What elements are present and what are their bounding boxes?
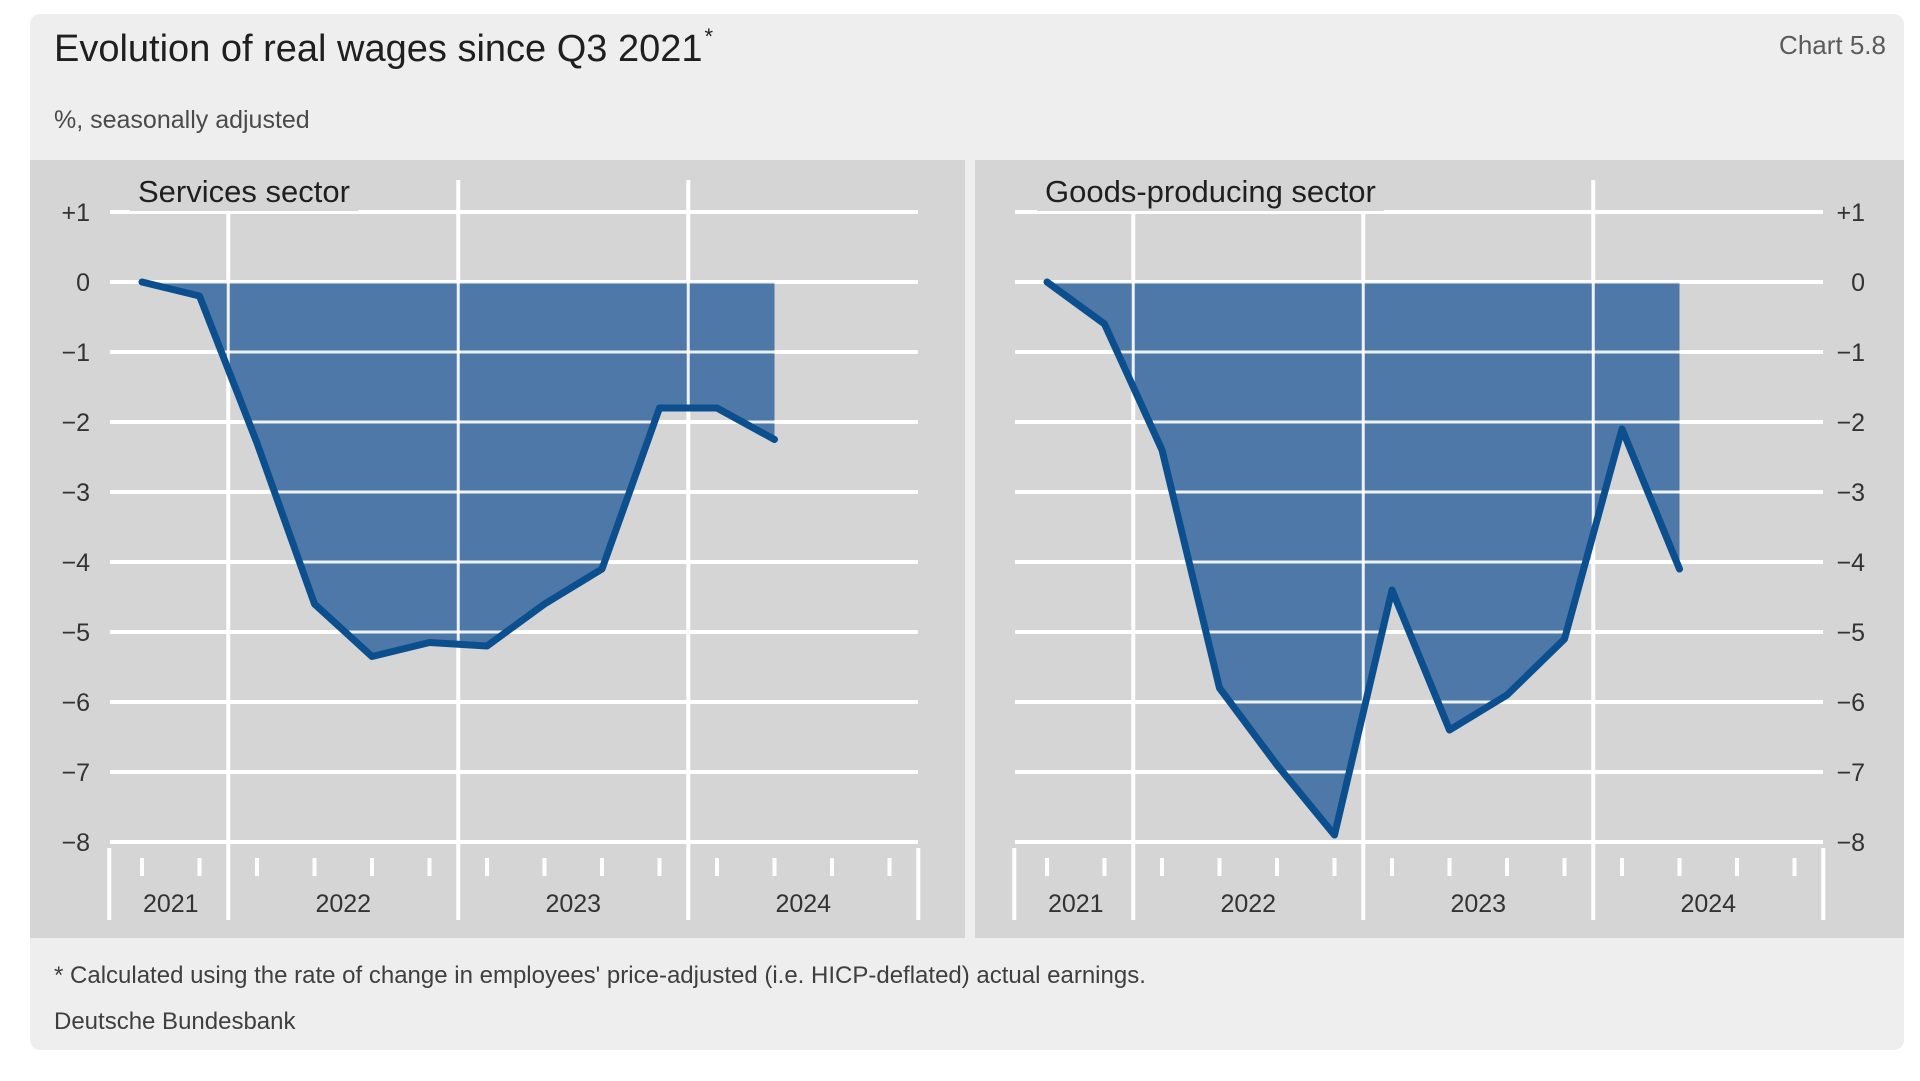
data-point [484,643,490,649]
panel-title-background [130,172,358,211]
data-point [254,440,260,446]
y-tick-label: 0 [1851,269,1865,297]
y-tick-label: −8 [61,829,90,857]
data-point [1676,566,1683,572]
x-year-label: 2024 [1680,890,1736,918]
x-year-label: 2022 [1220,890,1276,918]
chart-subtitle: %, seasonally adjusted [54,106,310,134]
y-tick-label: 0 [76,269,90,297]
data-point [1389,587,1395,593]
y-tick-label: −5 [61,619,90,647]
data-point [1331,832,1338,838]
y-tick-label: −7 [61,759,90,787]
y-tick-label: −3 [1836,479,1865,507]
data-point [139,279,145,285]
data-point [599,566,605,572]
data-point [369,653,375,660]
data-point [714,405,720,411]
chart-footnote: * Calculated using the rate of change in… [54,962,1146,989]
y-tick-label: −6 [1836,689,1865,717]
chart-svg-1: +1 0 −1 −2 −3 −4 −5 −6 −7 −8 Goods-producing secto… [1012,172,1865,920]
chart-svg-0: +1 0 −1 −2 −3 −4 −5 −6 −7 −8 Services sector 2021 20… [61,172,921,920]
data-point [1216,685,1223,691]
panel-title-background [1037,172,1384,211]
chart-source: Deutsche Bundesbank [54,1008,296,1035]
series-line [1043,278,1683,839]
x-year-label: 2021 [143,890,199,918]
panel-title: Services sector [138,174,350,209]
data-point [541,601,548,607]
data-point [196,293,203,299]
data-point [1044,279,1050,285]
panel-goods-producing-sector: +1 0 −1 −2 −3 −4 −5 −6 −7 −8 Goods-producing secto… [975,160,1904,938]
chart-number: Chart 5.8 [1779,30,1886,60]
series-line [138,278,778,660]
y-tick-label: −3 [61,479,90,507]
y-tick-label: −6 [61,689,90,717]
y-tick-label: −4 [1836,549,1865,577]
y-tick-label: −8 [1836,829,1865,857]
panel-services-sector: +1 0 −1 −2 −3 −4 −5 −6 −7 −8 Services sector 2021 20… [30,160,965,938]
x-year-label: 2022 [315,890,371,918]
data-point [1619,426,1625,432]
y-tick-label: +1 [1836,199,1865,227]
y-tick-label: −2 [61,409,90,437]
data-point [656,405,663,411]
y-tick-label: −7 [1836,759,1865,787]
data-point [771,436,778,443]
title-footnote-marker: * [704,24,714,49]
data-point [1159,447,1165,453]
data-point [1561,636,1568,642]
y-tick-label: −5 [1836,619,1865,647]
x-year-label: 2021 [1048,890,1104,918]
y-tick-label: −1 [61,339,90,367]
y-tick-label: −1 [1836,339,1865,367]
data-point [1274,762,1280,768]
chart-card: Evolution of real wages since Q3 2021* C… [30,14,1904,1050]
x-year-label: 2023 [1450,890,1506,918]
chart-title: Evolution of real wages since Q3 2021* [54,24,714,70]
data-point [1446,727,1453,733]
data-point [1504,692,1510,698]
x-year-label: 2023 [545,890,601,918]
y-tick-label: −2 [1836,409,1865,437]
x-year-label: 2024 [775,890,831,918]
y-tick-label: +1 [61,199,90,227]
data-point [1101,321,1108,327]
data-point [426,639,433,646]
y-tick-label: −4 [61,549,90,577]
data-point [311,601,318,607]
panel-title: Goods-producing sector [1045,174,1376,209]
